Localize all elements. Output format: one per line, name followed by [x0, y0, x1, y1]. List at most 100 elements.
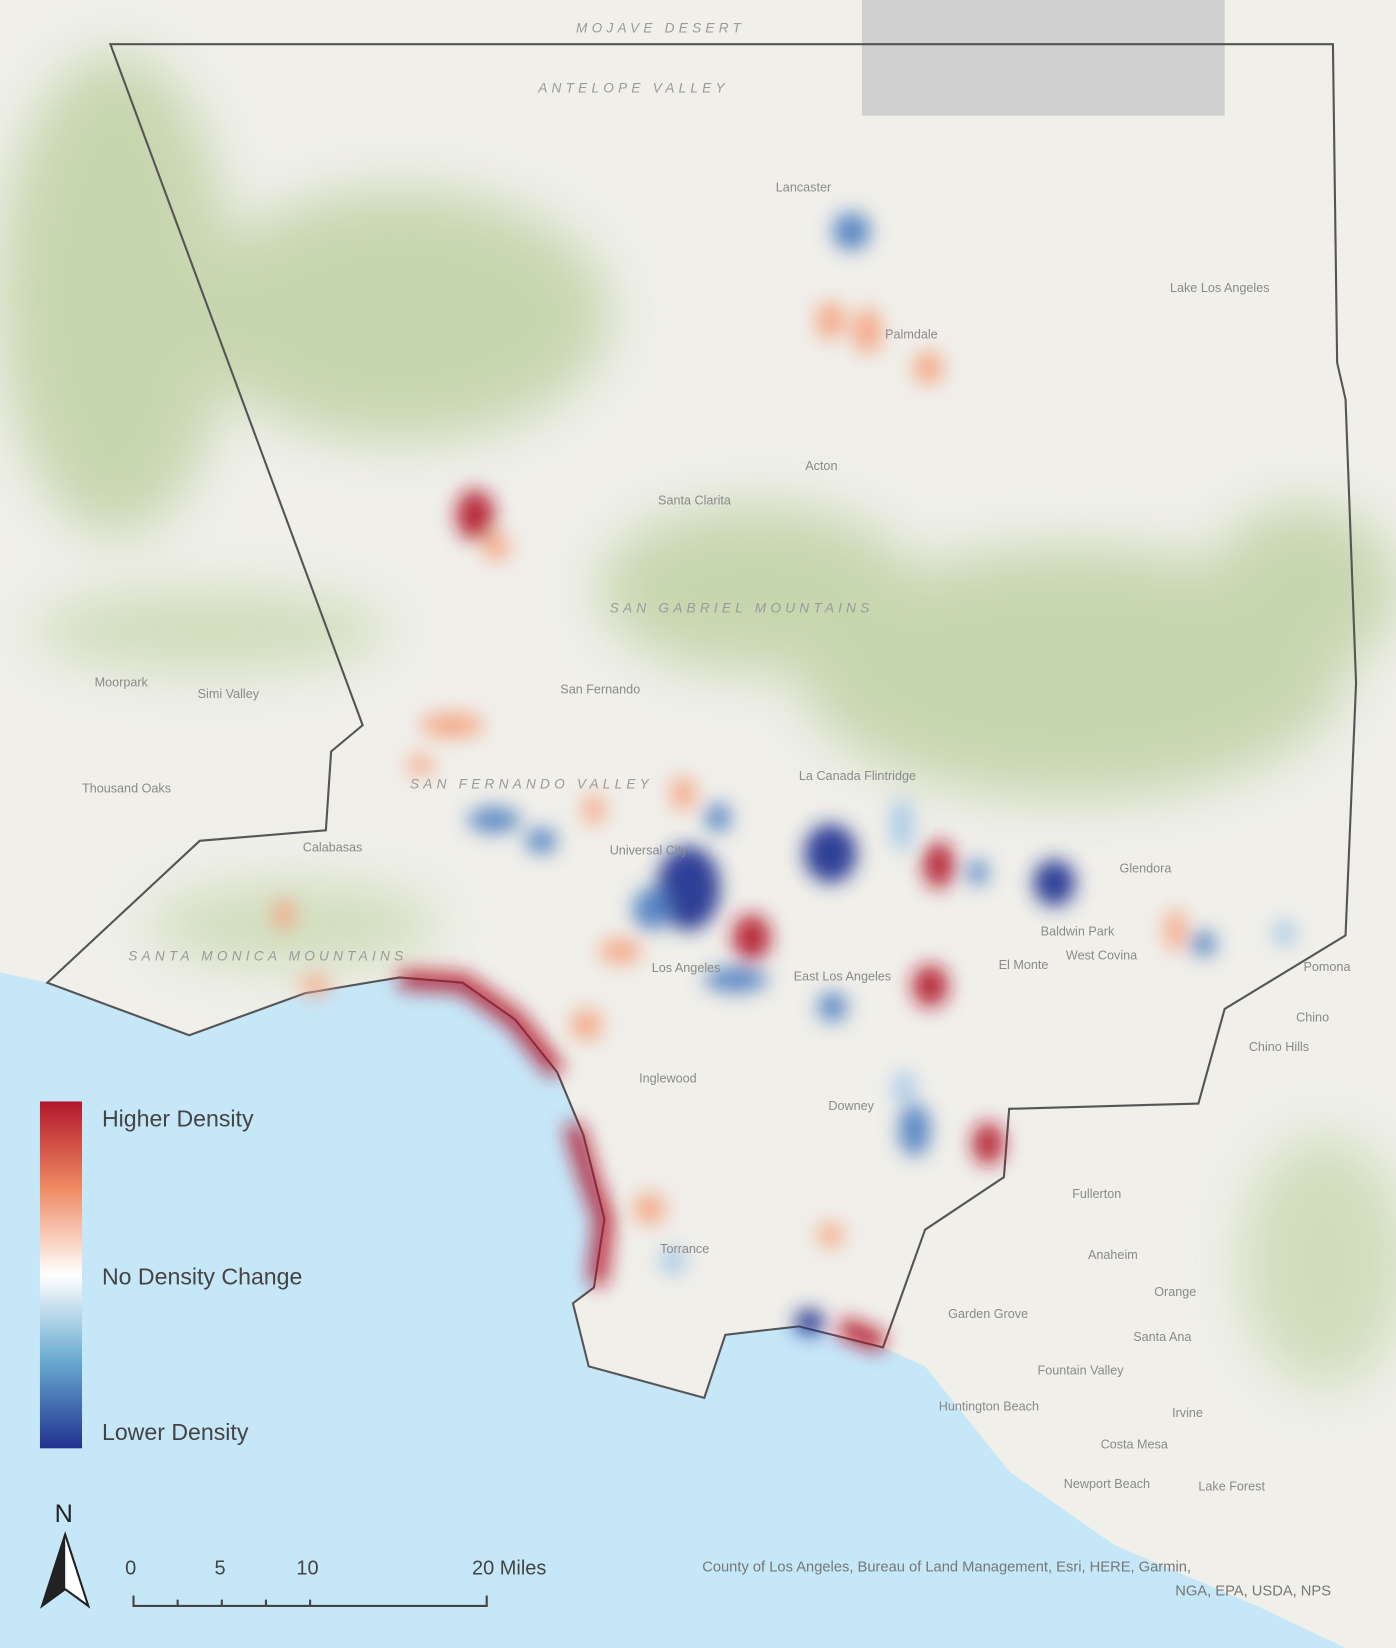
density-spot — [832, 212, 871, 251]
density-spot — [525, 828, 558, 854]
density-spot — [570, 1008, 603, 1041]
place-label: Lake Los Angeles — [1170, 281, 1270, 295]
legend-label: Lower Density — [102, 1419, 249, 1445]
density-spot — [912, 964, 949, 1007]
density-spot — [1191, 931, 1217, 957]
density-spot — [891, 798, 913, 852]
density-spot — [898, 1103, 931, 1157]
place-label: Universal City — [610, 843, 688, 857]
density-spot — [633, 1192, 666, 1225]
place-label: ANTELOPE VALLEY — [537, 80, 729, 95]
place-label: La Canada Flintridge — [799, 769, 916, 783]
density-spot — [1033, 859, 1076, 906]
place-label: Irvine — [1172, 1406, 1203, 1420]
place-label: Lancaster — [776, 180, 831, 194]
density-spot — [705, 802, 731, 833]
place-label: Thousand Oaks — [82, 781, 171, 795]
density-spot — [407, 754, 434, 776]
density-spot — [972, 1122, 1004, 1165]
density-spot — [420, 712, 484, 738]
place-label: Acton — [805, 459, 837, 473]
density-spot — [660, 1248, 686, 1274]
place-label: Chino — [1296, 1011, 1329, 1025]
density-spot — [804, 824, 857, 883]
place-label: West Covina — [1066, 949, 1138, 963]
density-spot — [852, 307, 882, 355]
density-spot — [483, 531, 509, 562]
restricted-area — [861, 0, 1225, 116]
coast-high-density — [564, 1122, 614, 1286]
scale-label: 5 — [214, 1557, 225, 1579]
density-spot — [599, 938, 642, 964]
county-boundary — [45, 43, 1358, 1400]
density-spot — [300, 975, 331, 997]
place-label: Torrance — [660, 1242, 709, 1256]
density-spot — [456, 489, 495, 541]
place-label: SANTA MONICA MOUNTAINS — [128, 949, 407, 964]
scale-bar — [132, 1595, 488, 1608]
place-label: Glendora — [1120, 861, 1173, 875]
place-label: Newport Beach — [1064, 1477, 1150, 1491]
place-label: Moorpark — [95, 675, 149, 689]
density-spot — [967, 859, 989, 885]
density-layer — [273, 212, 1296, 1352]
density-spot — [467, 807, 521, 833]
scale-label: 10 — [296, 1557, 318, 1579]
place-label: Los Angeles — [652, 961, 721, 975]
place-label: Santa Clarita — [658, 493, 732, 507]
density-spot — [1164, 909, 1186, 952]
terrain — [0, 52, 1396, 1388]
ocean — [0, 972, 1346, 1648]
place-label: SAN GABRIEL MOUNTAINS — [610, 601, 874, 616]
scale-label: 20 Miles — [472, 1557, 546, 1579]
place-label: Fullerton — [1072, 1187, 1121, 1201]
density-spot — [1274, 920, 1296, 946]
place-label: Costa Mesa — [1101, 1437, 1169, 1451]
place-label: Orange — [1154, 1285, 1196, 1299]
place-label: Huntington Beach — [939, 1399, 1039, 1413]
place-label: SAN FERNANDO VALLEY — [410, 776, 653, 791]
place-label: Garden Grove — [948, 1307, 1028, 1321]
place-label: Calabasas — [303, 840, 363, 854]
place-label: MOJAVE DESERT — [576, 21, 745, 36]
place-label: Santa Ana — [1133, 1330, 1192, 1344]
legend-label: No Density Change — [102, 1263, 302, 1289]
density-spot — [732, 914, 771, 961]
density-spot — [817, 1222, 844, 1248]
port-high-density — [837, 1317, 887, 1352]
port-low-density — [794, 1309, 825, 1335]
density-spot — [815, 301, 846, 340]
place-label: Lake Forest — [1198, 1479, 1265, 1493]
place-label: East Los Angeles — [794, 970, 891, 984]
place-label: Simi Valley — [198, 687, 260, 701]
scale-label: 0 — [125, 1557, 136, 1579]
legend-label: Higher Density — [102, 1106, 254, 1132]
density-spot — [922, 841, 955, 889]
attribution: NGA, EPA, USDA, NPS — [1175, 1583, 1331, 1599]
density-spot — [670, 776, 696, 811]
density-spot — [913, 351, 943, 385]
density-spot — [657, 846, 721, 931]
place-label: Chino Hills — [1249, 1040, 1309, 1054]
place-label: Inglewood — [639, 1072, 697, 1086]
legend-ramp — [39, 1101, 82, 1449]
density-spot — [632, 888, 671, 931]
place-label: Palmdale — [885, 327, 938, 341]
attribution: County of Los Angeles, Bureau of Land Ma… — [702, 1559, 1191, 1575]
density-spot — [273, 898, 295, 931]
place-label: San Fernando — [560, 683, 640, 697]
place-label: Pomona — [1303, 960, 1351, 974]
scale-labels: 0 5 10 20 Miles — [125, 1557, 546, 1579]
north-label: N — [55, 1500, 73, 1528]
density-spot — [893, 1072, 915, 1104]
place-label: Downey — [828, 1099, 874, 1113]
place-label: Baldwin Park — [1041, 924, 1115, 938]
place-label: Fountain Valley — [1038, 1364, 1125, 1378]
density-spot — [704, 966, 768, 993]
place-label: Anaheim — [1088, 1248, 1138, 1262]
density-spot — [583, 793, 605, 826]
density-spot — [817, 992, 848, 1022]
place-labels: MOJAVE DESERT ANTELOPE VALLEY Lancaster Pal… — [82, 21, 1351, 1494]
